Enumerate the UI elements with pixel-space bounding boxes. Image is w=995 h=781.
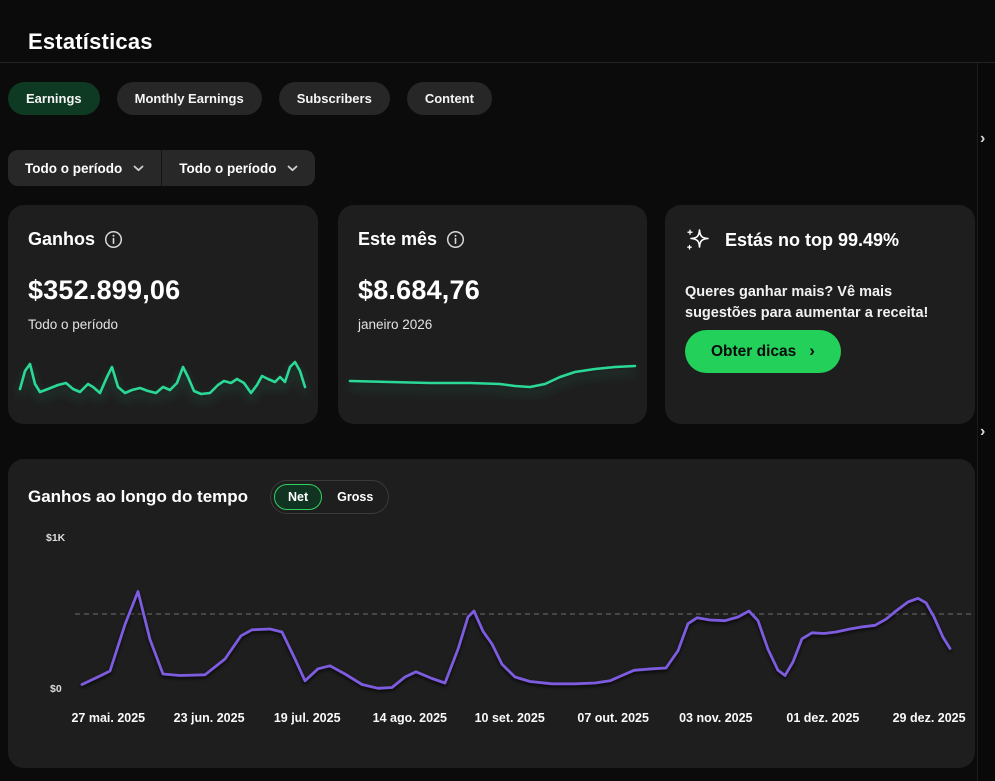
earnings-period-label: Todo o período [28, 317, 119, 332]
top-percent-tip-card: Estás no top 99.49% Queres ganhar mais? … [665, 205, 975, 424]
header-divider [0, 62, 995, 63]
tab-subscribers[interactable]: Subscribers [278, 82, 390, 115]
period-dropdown-1-label: Todo o período [25, 160, 123, 176]
this-month-card: Este mês $8.684,76 janeiro 2026 [338, 205, 647, 424]
tab-content[interactable]: Content [406, 82, 492, 115]
x-axis-date-label: 14 ago. 2025 [372, 711, 447, 725]
earnings-card: Ganhos $352.899,06 Todo o período [8, 205, 318, 424]
chevron-right-icon[interactable]: › [980, 130, 986, 147]
info-icon[interactable] [446, 230, 465, 249]
period-dropdown-2[interactable]: Todo o período [162, 150, 315, 186]
y-axis-label-1k: $1K [46, 532, 66, 544]
x-axis-date-label: 07 out. 2025 [577, 711, 649, 725]
toggle-net-option[interactable]: Net [274, 484, 323, 510]
period-dropdown-1[interactable]: Todo o período [8, 150, 161, 186]
tab-earnings[interactable]: Earnings [8, 82, 100, 115]
earnings-total-value: $352.899,06 [28, 275, 181, 305]
chevron-down-icon [288, 165, 298, 171]
x-axis-date-label: 19 jul. 2025 [273, 711, 341, 725]
info-icon[interactable] [104, 230, 123, 249]
tip-body-text: Queres ganhar mais? Vê mais sugestões pa… [685, 283, 929, 321]
this-month-card-title: Este mês [358, 229, 438, 249]
earnings-over-time-card: Ganhos ao longo do tempo Net Gross $1K $… [8, 459, 975, 768]
sparkle-icon [687, 229, 709, 250]
chart-title: Ganhos ao longo do tempo [28, 487, 249, 506]
period-filter-group: Todo o período Todo o período [8, 150, 316, 186]
x-axis-date-label: 27 mai. 2025 [71, 711, 146, 725]
x-axis-date-label: 03 nov. 2025 [679, 711, 753, 725]
page-title: Estatísticas [28, 28, 153, 54]
chevron-right-icon: › [809, 341, 815, 360]
x-axis-date-label: 29 dez. 2025 [892, 711, 966, 725]
period-dropdown-2-label: Todo o período [179, 160, 277, 176]
y-axis-label-0: $0 [50, 683, 62, 695]
x-axis-date-label: 10 set. 2025 [474, 711, 545, 725]
net-gross-toggle: Net Gross [270, 480, 390, 514]
earnings-line-chart[interactable] [75, 539, 975, 694]
x-axis-date-label: 23 jun. 2025 [173, 711, 245, 725]
this-month-value: $8.684,76 [358, 275, 480, 305]
chevron-down-icon [133, 165, 144, 171]
earnings-card-title: Ganhos [28, 229, 96, 249]
chevron-right-icon[interactable]: › [980, 423, 986, 440]
this-month-sparkline-chart [348, 364, 637, 389]
right-gutter [977, 63, 995, 781]
filter-divider [161, 150, 163, 186]
earnings-sparkline-chart [18, 360, 307, 396]
stats-tabs: Earnings Monthly Earnings Subscribers Co… [8, 82, 492, 115]
get-tips-button[interactable]: Obter dicas › [685, 330, 841, 373]
this-month-period-label: janeiro 2026 [358, 317, 433, 332]
top-percent-title: Estás no top 99.49% [725, 230, 900, 250]
tab-monthly-earnings[interactable]: Monthly Earnings [116, 82, 262, 115]
get-tips-button-label: Obter dicas [711, 342, 797, 360]
toggle-gross-option[interactable]: Gross [337, 490, 374, 504]
x-axis-date-label: 01 dez. 2025 [786, 711, 860, 725]
